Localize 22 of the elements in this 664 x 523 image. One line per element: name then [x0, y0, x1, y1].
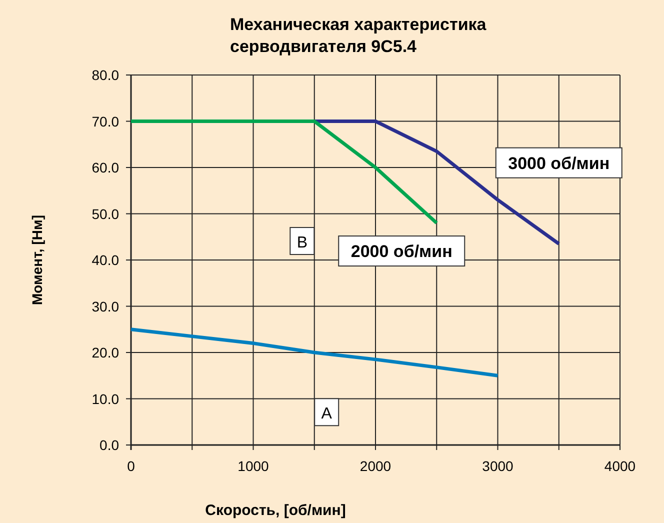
x-tick-label: 2000: [360, 458, 392, 474]
x-tick-label: 4000: [604, 458, 636, 474]
y-axis-title: Момент, [Нм]: [29, 214, 45, 306]
y-tick-label: 50.0: [92, 206, 120, 222]
x-axis-title: Скорость, [об/мин]: [205, 502, 346, 519]
chart-title: Механическая характеристика серводвигателя 9С5.4: [230, 15, 487, 56]
line-series: [129, 328, 500, 378]
y-tick-label: 10.0: [92, 390, 120, 407]
x-tick-label: 1000: [238, 458, 270, 474]
x-tick-label: 0: [127, 458, 136, 474]
annotation: B: [296, 234, 308, 252]
y-tick-label: 30.0: [92, 298, 120, 314]
y-tick-label: 40.0: [92, 252, 120, 268]
series-label: 2000 об/мин: [350, 242, 452, 261]
y-tick-label: 60.0: [92, 160, 120, 176]
annotation: A: [321, 406, 332, 423]
y-tick-label: 70.0: [92, 113, 120, 130]
y-tick-label: 20.0: [92, 344, 120, 360]
y-tick-label: 80.0: [92, 67, 120, 83]
series-label: 3000 об/мин: [508, 154, 610, 173]
x-tick-label: 3000: [482, 458, 514, 474]
y-tick-label: 0.0: [100, 437, 120, 453]
